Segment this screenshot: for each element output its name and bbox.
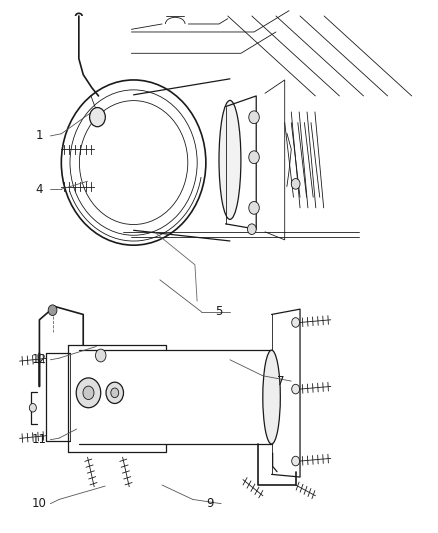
Text: 4: 4: [35, 183, 43, 196]
Circle shape: [83, 386, 94, 400]
Text: 11: 11: [32, 433, 47, 446]
Circle shape: [111, 388, 119, 398]
Circle shape: [249, 201, 259, 214]
Circle shape: [89, 108, 105, 127]
Circle shape: [292, 456, 300, 466]
Circle shape: [95, 349, 106, 362]
Circle shape: [292, 318, 300, 327]
Circle shape: [48, 305, 57, 316]
Ellipse shape: [219, 100, 241, 220]
Circle shape: [249, 151, 259, 164]
Text: 12: 12: [32, 353, 47, 366]
Text: 10: 10: [32, 497, 47, 510]
Circle shape: [249, 111, 259, 124]
Circle shape: [247, 224, 256, 235]
Text: 7: 7: [276, 375, 284, 387]
Text: 1: 1: [35, 130, 43, 142]
Circle shape: [29, 403, 36, 412]
Ellipse shape: [263, 350, 280, 444]
Text: 5: 5: [215, 305, 223, 318]
Text: 9: 9: [206, 497, 214, 510]
Circle shape: [76, 378, 101, 408]
Circle shape: [292, 384, 300, 394]
Circle shape: [291, 179, 300, 189]
Circle shape: [106, 382, 124, 403]
